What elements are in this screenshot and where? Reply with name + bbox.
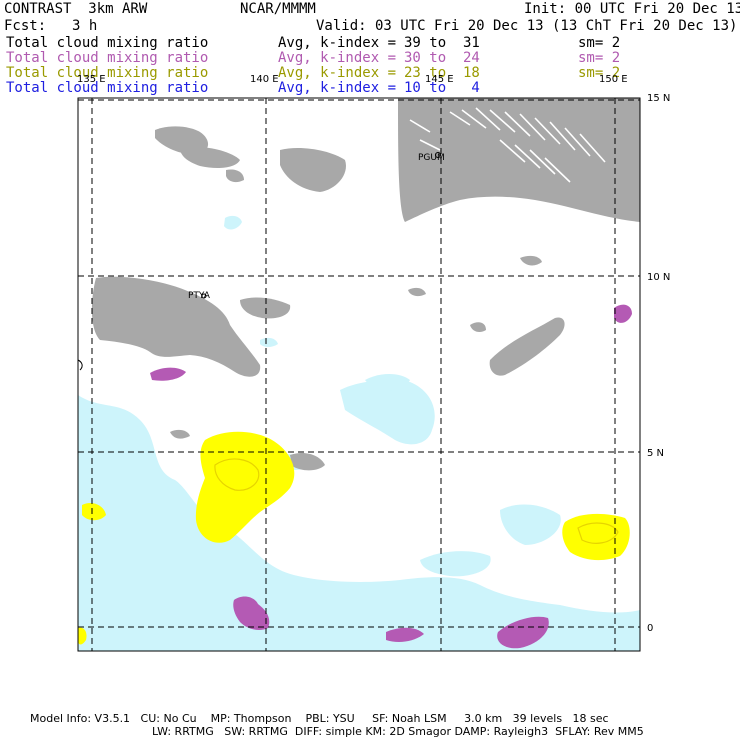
yellow-cloud-core [214,458,619,544]
model-info-line-2: LW: RRTMG SW: RRTMG DIFF: simple KM: 2D … [152,725,644,738]
lon-label-145e: 145 E [425,74,454,85]
legend-range-3: 23 to 18 [404,65,480,81]
legend-sm-1: sm= 2 [578,35,621,51]
legend-sm-3: sm= 2 [578,65,621,81]
legend-field-1: Total cloud mixing ratio [6,35,209,51]
legend-range-2: 30 to 24 [404,50,480,66]
lon-label-135e: 135 E [77,74,106,85]
legend-stat-1: Avg, k-index = [278,35,397,51]
legend-sm-2: sm= 2 [578,50,621,66]
valid-time: Valid: 03 UTC Fri 20 Dec 13 (13 ChT Fri … [316,18,738,34]
forecast-hour: 3 h [72,18,98,34]
model-info-line-1: Model Info: V3.5.1 CU: No Cu MP: Thompso… [30,712,609,725]
station-pgum-marker [435,152,441,158]
gray-cloud-layer [91,98,640,471]
legend-range-4: 10 to 4 [404,80,480,96]
model-name: CONTRAST 3km ARW [4,1,148,17]
forecast-label: Fcst: [4,18,47,34]
legend-field-2: Total cloud mixing ratio [6,50,209,66]
yellow-cloud-layer [78,431,630,645]
stratus-streak-layer [409,107,606,183]
lon-label-150e: 150 E [599,74,628,85]
legend-stat-2: Avg, k-index = [278,50,397,66]
island-marker [77,359,83,371]
legend-stat-4: Avg, k-index = [278,80,397,96]
station-ptya-label: PTYA [188,291,211,301]
legend-field-3: Total cloud mixing ratio [6,65,209,81]
lat-label-0: 0 [647,623,653,634]
lat-label-15n: 15 N [647,93,670,104]
station-ptya-marker [201,293,207,299]
station-markers [201,152,441,299]
legend-range-1: 39 to 31 [404,35,480,51]
purple-cloud-layer [150,304,632,649]
lat-label-5n: 5 N [647,448,664,459]
lat-label-10n: 10 N [647,272,670,283]
light-cloud-layer [78,215,640,651]
station-pgum-label: PGUM [418,153,445,163]
legend-stat-3: Avg, k-index = [278,65,397,81]
legend-field-4: Total cloud mixing ratio [6,80,209,96]
lat-lon-grid [78,98,640,651]
init-time: Init: 00 UTC Fri 20 Dec 13 [524,1,740,17]
lon-label-140e: 140 E [250,74,279,85]
map-frame [77,97,641,652]
center-name: NCAR/MMMM [240,1,316,17]
